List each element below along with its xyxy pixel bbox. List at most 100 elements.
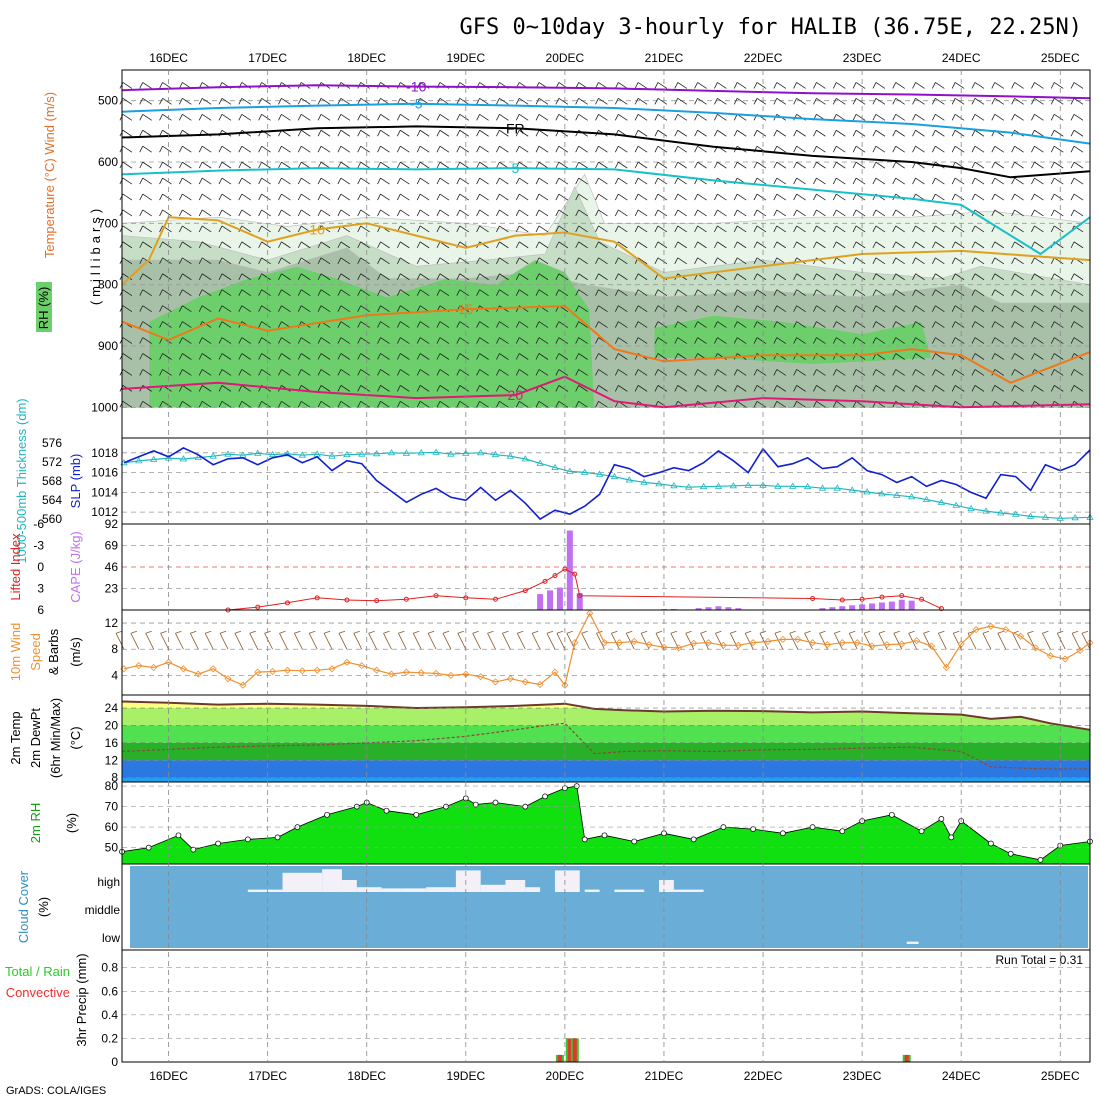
wind-barb	[773, 145, 787, 153]
thickness-point	[476, 449, 485, 456]
wind-barb	[793, 82, 806, 89]
wind-tick-label: 4	[111, 668, 118, 682]
wind-barb	[595, 321, 608, 328]
isotherm-label: 10	[309, 221, 325, 237]
wind-barb	[416, 193, 430, 201]
rh-point	[948, 834, 955, 841]
lifted-index-point	[403, 596, 409, 602]
wind-barb	[496, 129, 509, 137]
thickness-point	[967, 504, 975, 512]
wind-barb	[139, 145, 152, 153]
wind-barb	[436, 337, 450, 344]
day-label-bottom: 19DEC	[446, 1069, 485, 1083]
wind-barb	[317, 257, 331, 265]
wind-barb	[258, 257, 271, 265]
wind-barb	[674, 305, 687, 312]
wind-barb	[991, 209, 1005, 217]
wind-barb	[694, 337, 707, 344]
wind-barb	[813, 82, 826, 89]
wind-barb	[377, 353, 390, 360]
wind-barb	[377, 273, 390, 281]
wind-barb	[575, 321, 588, 328]
wind-barb	[971, 385, 985, 392]
wind-barb	[456, 129, 469, 137]
wind-barb	[476, 369, 489, 376]
wind-barb-10m	[338, 630, 348, 650]
wind-barb	[337, 353, 351, 360]
wind-barb-10m	[923, 630, 932, 650]
wind-barb	[317, 113, 331, 121]
wind-barb	[218, 241, 232, 249]
wind-barb	[852, 177, 866, 185]
wind-barb	[1031, 273, 1044, 281]
wind-barb	[337, 113, 351, 121]
wind-barb-10m	[249, 630, 259, 650]
wind-barb	[813, 305, 826, 312]
wind-barb	[476, 401, 489, 408]
cloud-unit: (%)	[36, 897, 51, 917]
wind-barb	[1011, 289, 1024, 297]
wind-barb	[733, 193, 747, 201]
rh-legend-label: RH (%)	[36, 287, 51, 330]
wind-barb	[297, 337, 311, 344]
wind-barb	[654, 161, 668, 169]
thickness-point	[878, 490, 886, 497]
day-label-bottom: 18DEC	[347, 1069, 386, 1083]
wind-speed-point	[402, 668, 410, 676]
slp-tick-label: 1018	[91, 446, 118, 460]
wind-barb	[1050, 369, 1064, 376]
wind-barb	[912, 385, 925, 392]
wind-barb	[178, 337, 192, 344]
wind-barb-10m	[115, 630, 125, 650]
wind-barb-10m	[531, 630, 541, 650]
thickness-point	[655, 480, 663, 487]
wind-barb	[357, 98, 370, 105]
wind-barb	[1031, 177, 1044, 185]
wind-barb	[951, 209, 965, 217]
rh-mask	[122, 782, 1090, 860]
wind-barb	[872, 225, 886, 233]
precip-legend-convective: Convective	[6, 985, 70, 1000]
wind-barb	[931, 289, 945, 297]
wind-barb	[476, 289, 489, 297]
wind-barb	[793, 385, 806, 392]
wind-speed-point	[586, 609, 594, 617]
wind-barb	[733, 98, 747, 105]
wind-barb	[258, 241, 271, 249]
wind-barb	[555, 289, 569, 297]
wind-barb	[456, 337, 469, 344]
wind-barb-10m	[937, 630, 947, 650]
wind-barb	[396, 209, 410, 217]
wind-barb	[515, 401, 529, 408]
isotherm-line	[121, 84, 1091, 100]
thickness-point	[625, 476, 634, 483]
wind-barb	[218, 337, 232, 344]
wind-barb	[218, 177, 232, 185]
wind-barb	[991, 321, 1005, 328]
wind-barb	[753, 273, 767, 281]
day-label-top: 23DEC	[843, 51, 882, 65]
wind-barb	[852, 369, 866, 376]
wind-barb	[773, 305, 787, 312]
wind-barb	[694, 98, 707, 105]
temp-ylabel-4: (°C)	[68, 726, 83, 749]
wind-barb	[951, 321, 965, 328]
wind-barb	[297, 209, 311, 217]
wind-barb	[852, 209, 866, 217]
wind-barb	[1070, 273, 1084, 281]
thickness-point	[699, 482, 708, 490]
wind-barb	[535, 98, 549, 105]
cloud-high-bar	[673, 889, 704, 892]
wind-barb	[971, 321, 985, 328]
wind-barb	[238, 305, 252, 312]
precip-convective-bar	[557, 1054, 562, 1062]
wind-barb	[1011, 161, 1024, 169]
wind-barb	[278, 225, 291, 233]
wind-barb	[971, 177, 985, 185]
thickness-point	[789, 482, 797, 489]
wind-barb	[714, 129, 727, 137]
wind-barb-10m	[1042, 630, 1051, 650]
wind-barb	[357, 161, 370, 169]
li-ylabel: Lifted Index	[8, 533, 23, 601]
wind-barb	[515, 225, 529, 233]
